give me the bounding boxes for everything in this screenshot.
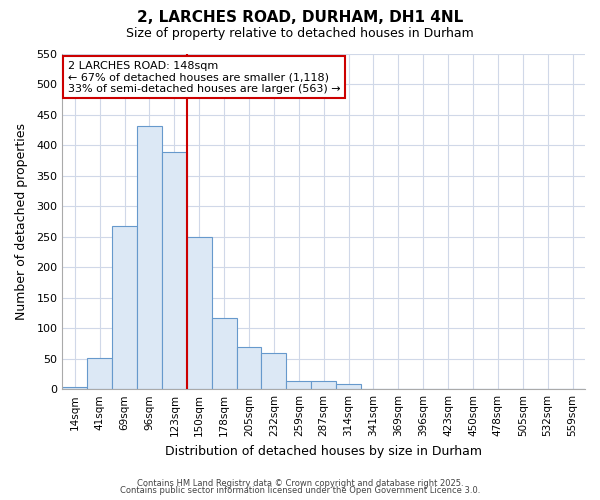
Bar xyxy=(236,346,262,389)
Text: 2 LARCHES ROAD: 148sqm
← 67% of detached houses are smaller (1,118)
33% of semi-: 2 LARCHES ROAD: 148sqm ← 67% of detached… xyxy=(68,60,340,94)
Bar xyxy=(87,358,112,389)
Y-axis label: Number of detached properties: Number of detached properties xyxy=(15,123,28,320)
Bar xyxy=(137,126,162,389)
Bar xyxy=(62,388,87,389)
Bar xyxy=(212,318,236,389)
Bar xyxy=(286,382,311,389)
Bar xyxy=(112,226,137,389)
Text: 2, LARCHES ROAD, DURHAM, DH1 4NL: 2, LARCHES ROAD, DURHAM, DH1 4NL xyxy=(137,10,463,25)
Text: Size of property relative to detached houses in Durham: Size of property relative to detached ho… xyxy=(126,28,474,40)
Bar xyxy=(162,152,187,389)
Bar xyxy=(187,237,212,389)
Bar xyxy=(262,352,286,389)
Bar xyxy=(336,384,361,389)
Text: Contains public sector information licensed under the Open Government Licence 3.: Contains public sector information licen… xyxy=(120,486,480,495)
X-axis label: Distribution of detached houses by size in Durham: Distribution of detached houses by size … xyxy=(165,444,482,458)
Text: Contains HM Land Registry data © Crown copyright and database right 2025.: Contains HM Land Registry data © Crown c… xyxy=(137,478,463,488)
Bar xyxy=(311,380,336,389)
